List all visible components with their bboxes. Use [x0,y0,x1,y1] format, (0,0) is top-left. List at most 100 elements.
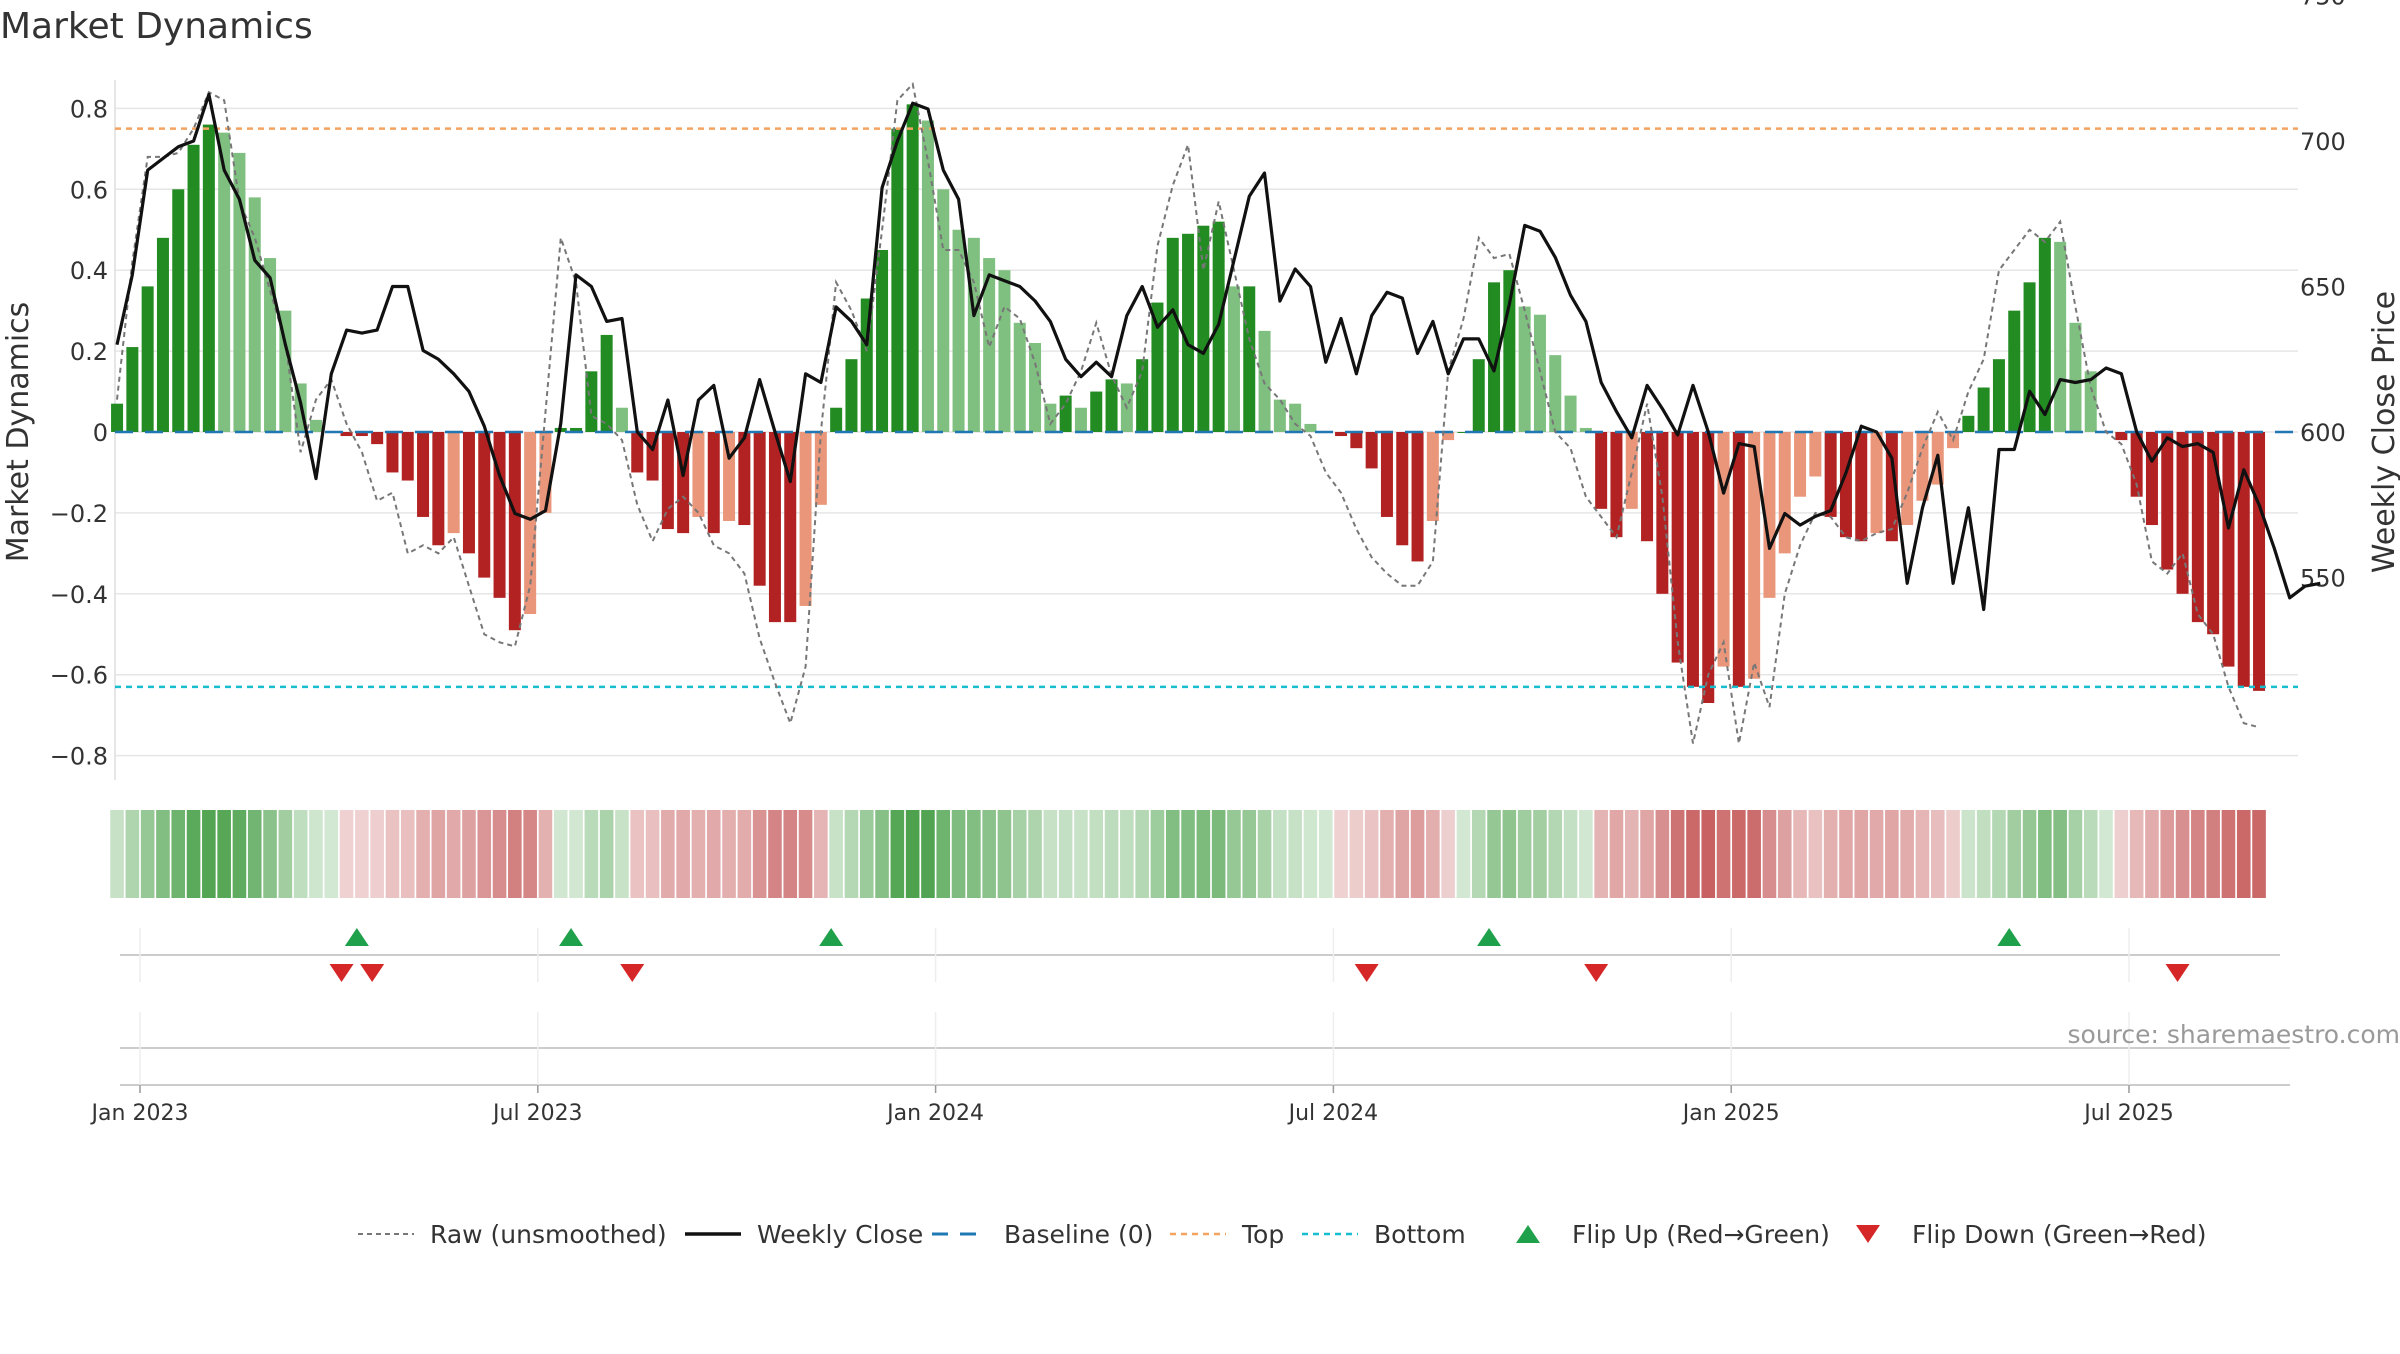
dynamics-bar [2177,432,2189,594]
dynamics-bar [2161,432,2173,570]
heat-strip-cell [248,810,262,898]
dynamics-bar [1473,359,1485,432]
heat-strip-cell [1212,810,1226,898]
heat-strip-cell [829,810,843,898]
heat-strip-cell [309,810,323,898]
legend-label: Raw (unsmoothed) [430,1220,667,1249]
heat-strip-cell [462,810,476,898]
dynamics-bar [310,420,322,432]
dynamics-bar [2054,242,2066,432]
heat-strip-cell [661,810,675,898]
legend-label: Flip Up (Red→Green) [1572,1220,1830,1249]
flip-down-marker [1584,964,1608,982]
x-tick-label: Jul 2023 [491,1101,583,1126]
dynamics-bar [1718,432,1730,667]
dynamics-bar [417,432,429,517]
heat-strip-cell [2007,810,2021,898]
dynamics-bar [800,432,812,606]
dynamics-bar [1366,432,1378,468]
heat-strip-cell [891,810,905,898]
dynamics-bar [1610,432,1622,537]
heat-strip-cell [952,810,966,898]
heat-strip-cell [906,810,920,898]
heat-strip-cell [2115,810,2129,898]
dynamics-bar [142,286,154,432]
heat-strip-cell [2038,810,2052,898]
dynamics-bar [432,432,444,545]
dynamics-bar [1993,359,2005,432]
heat-strip-cell [1793,810,1807,898]
dynamics-bar [126,347,138,432]
y2-tick-label: 550 [2300,565,2346,593]
dynamics-bar [1855,432,1867,541]
heat-strip-cell [1717,810,1731,898]
heat-strip-cell [1242,810,1256,898]
dynamics-bar [1412,432,1424,561]
y2-tick-label: 700 [2300,128,2346,156]
heat-strip-cell [2237,810,2251,898]
heat-strip-cell [340,810,354,898]
dynamics-bar [891,129,903,432]
heat-strip-cell [2084,810,2098,898]
heat-strip-cell [2069,810,2083,898]
dynamics-bar [2146,432,2158,525]
heat-strip-cell [936,810,950,898]
heat-strip-cell [141,810,155,898]
heat-strip-cell [279,810,293,898]
heat-strip-cell [1854,810,1868,898]
heat-strip-cell [126,810,140,898]
dynamics-bar [1075,408,1087,432]
heat-strip-cell [799,810,813,898]
heat-strip-cell [1441,810,1455,898]
dynamics-bar [876,250,888,432]
dynamics-bar [1427,432,1439,521]
y-tick-label: 0.4 [70,257,108,285]
heat-strip-cell [2145,810,2159,898]
dynamics-bar [845,359,857,432]
dynamics-bar [371,432,383,444]
heat-strip-cell [1900,810,1914,898]
heat-strip-cell [1701,810,1715,898]
dynamics-bar [1396,432,1408,545]
dynamics-bar [1641,432,1653,541]
heat-strip-cell [676,810,690,898]
flip-up-marker [345,928,369,946]
dynamics-bar [1381,432,1393,517]
heat-strip-cell [1870,810,1884,898]
heat-strip-cell [493,810,507,898]
dynamics-bar [662,432,674,529]
flip-down-marker [620,964,644,982]
heat-strip-cell [753,810,767,898]
dynamics-bar [1029,343,1041,432]
heat-strip-cell [1610,810,1624,898]
y-tick-label: −0.6 [50,662,108,690]
heat-strip-cell [1579,810,1593,898]
legend-flip-down-swatch [1856,1225,1880,1243]
legend-label: Flip Down (Green→Red) [1912,1220,2207,1249]
heat-strip-cell [2130,810,2144,898]
heat-strip-cell [1533,810,1547,898]
heat-strip-cell [783,810,797,898]
y-tick-label: 0.6 [70,176,108,204]
y2-tick-label: 750 [2300,0,2346,11]
flip-down-marker [2166,964,2190,982]
heat-strip-cell [585,810,599,898]
flip-down-marker [360,964,384,982]
heat-strip-cell [2176,810,2190,898]
dynamics-bar [708,432,720,533]
dynamics-bar [1243,286,1255,432]
heat-strip-cell [1395,810,1409,898]
dynamics-bar [1871,432,1883,533]
heat-strip-cell [1013,810,1027,898]
heat-strip-cell [1227,810,1241,898]
chart-title: Market Dynamics [0,6,313,47]
dynamics-bar [2008,311,2020,432]
heat-strip-cell [1946,810,1960,898]
heat-strip-cell [1273,810,1287,898]
dynamics-bar [1228,286,1240,432]
legend-flip-up-swatch [1516,1225,1540,1243]
dynamics-bar [463,432,475,553]
dynamics-bar [448,432,460,533]
dynamics-bar [585,371,597,432]
